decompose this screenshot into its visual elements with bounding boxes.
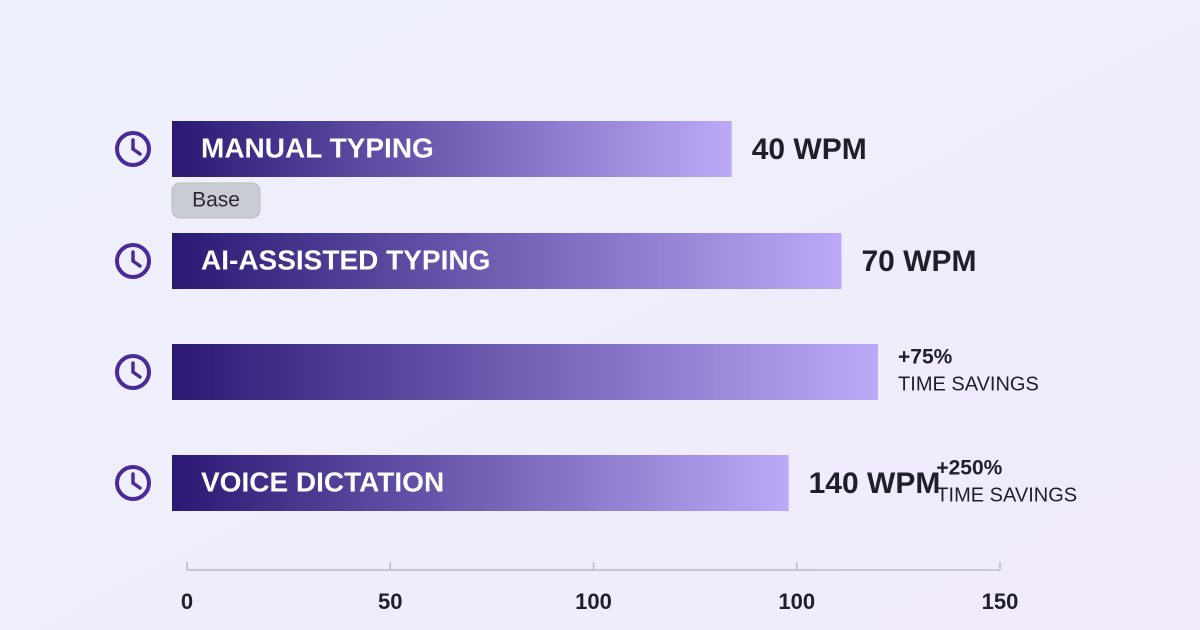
x-tick-label: 150 — [982, 589, 1019, 614]
clock-face — [115, 243, 151, 279]
clock-hands — [131, 472, 142, 490]
clock-icon — [115, 131, 151, 167]
clock-hands — [131, 361, 142, 379]
clock-hands — [131, 138, 142, 156]
x-tick-label: 0 — [181, 589, 193, 614]
value-label: 140 WPM — [809, 467, 941, 500]
clock-face — [115, 465, 151, 501]
bar — [172, 121, 732, 177]
x-tick-label: 50 — [378, 589, 402, 614]
x-tick-label: 100 — [778, 589, 815, 614]
clock-face — [115, 131, 151, 167]
annotation-change: +250% — [936, 457, 1002, 480]
annotation-text: TIME SAVINGS — [936, 484, 1077, 506]
clock-hands — [131, 250, 142, 268]
bar-category: VOICE DICTATION — [201, 466, 444, 497]
annotation-change: +75% — [898, 346, 953, 369]
clock-icon — [115, 243, 151, 279]
value-label: 70 WPM — [861, 245, 976, 278]
bar — [172, 344, 879, 400]
badge — [171, 182, 261, 219]
x-tick-label: 100 — [575, 589, 612, 614]
bar-category: AI-ASSISTED TYPING — [201, 244, 490, 275]
badge-label: Base — [192, 189, 240, 212]
bar — [172, 455, 789, 511]
bar — [172, 233, 842, 289]
clock-face — [115, 354, 151, 390]
clock-icon — [115, 354, 151, 390]
annotation-text: TIME SAVINGS — [898, 373, 1039, 395]
clock-icon — [115, 465, 151, 501]
bar-category: MANUAL TYPING — [201, 132, 434, 163]
value-label: 40 WPM — [752, 133, 867, 166]
